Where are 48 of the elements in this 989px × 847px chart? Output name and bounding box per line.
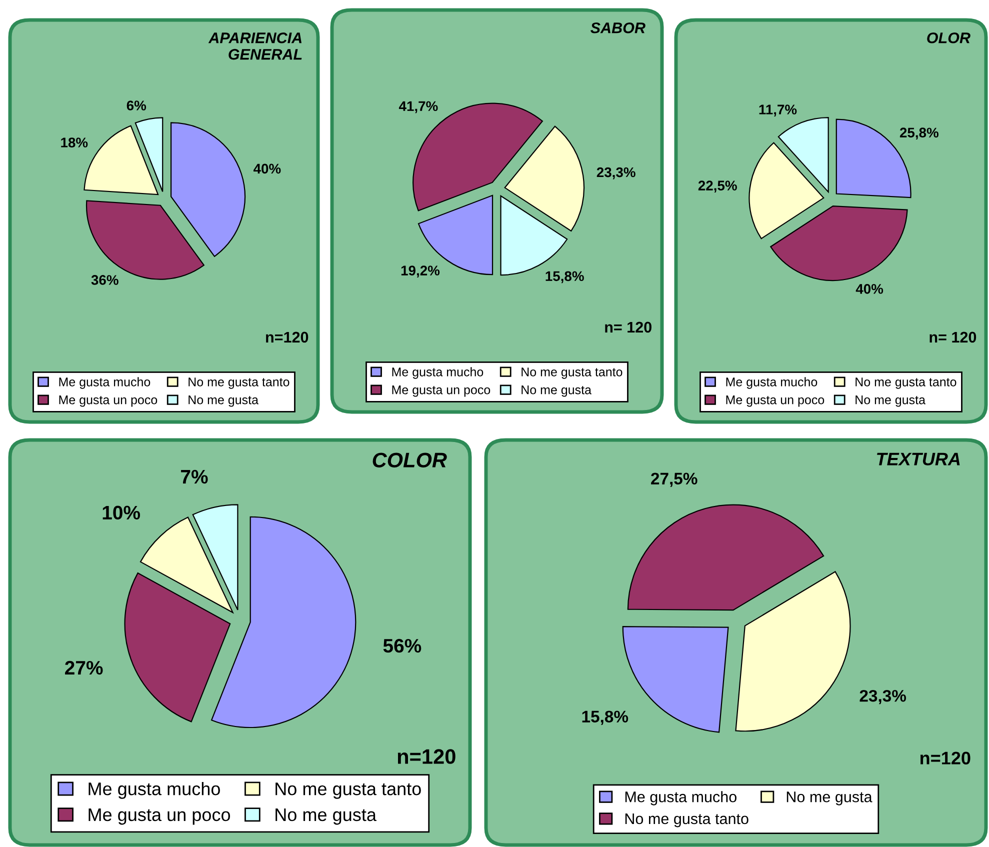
legend-label: No me gusta tanto — [188, 378, 290, 389]
data-label: 23,3% — [860, 690, 906, 704]
legend-label: Me gusta mucho — [726, 377, 818, 389]
data-label: 7% — [181, 470, 208, 484]
data-label: 19,2% — [401, 266, 440, 278]
legend-label: Me gusta un poco — [392, 386, 490, 397]
legend-label: Me gusta mucho — [88, 782, 220, 799]
data-label: 15,8% — [582, 710, 628, 725]
legend-label: Me gusta mucho — [59, 377, 150, 389]
data-label: 23,3% — [596, 167, 636, 180]
legend-label: Me gusta un poco — [726, 396, 824, 407]
legend-label: Me gusta un poco — [88, 808, 230, 825]
chart-title: SABOR — [590, 22, 646, 34]
text: n=120 — [920, 752, 970, 764]
data-label: 6% — [126, 100, 146, 110]
data-label: 40% — [253, 164, 281, 174]
legend-label: No me gusta — [276, 808, 376, 825]
data-label: 22,5% — [698, 180, 737, 192]
data-label: 27% — [65, 660, 103, 675]
legend-label: No me gusta tanto — [625, 814, 748, 828]
legend-label: No me gusta — [188, 396, 258, 407]
data-label: 25,8% — [900, 128, 938, 140]
legend-label: Me gusta mucho — [625, 791, 736, 806]
data-label: 36% — [91, 275, 118, 285]
legend-label: Me gusta mucho — [392, 367, 484, 379]
chart-title: TEXTURA — [877, 452, 960, 466]
legend-label: Me gusta un poco — [59, 396, 158, 407]
data-label: 41,7% — [398, 101, 438, 114]
data-label: 40% — [856, 284, 884, 294]
legend-label: No me gusta — [856, 396, 926, 407]
data-label: 27,5% — [651, 472, 698, 487]
legend-label: No me gusta — [786, 792, 872, 806]
text: n=120 — [398, 749, 456, 764]
chart-title: COLOR — [372, 452, 447, 468]
data-label: 18% — [61, 138, 88, 148]
chart-title: OLOR — [927, 32, 970, 44]
legend-label: No me gusta tanto — [856, 378, 956, 389]
text: n= 120 — [930, 332, 976, 343]
data-label: 56% — [383, 638, 422, 653]
legend-label: No me gusta — [522, 386, 592, 397]
data-label: 10% — [102, 506, 140, 520]
data-label: 11,7% — [759, 104, 797, 116]
data-label: 15,8% — [546, 271, 584, 284]
chart-title: APARIENCIA GENERAL — [208, 32, 302, 60]
text: n=120 — [266, 332, 308, 343]
legend-label: No me gusta tanto — [522, 368, 622, 379]
legend-label: No me gusta tanto — [276, 782, 421, 799]
text: n= 120 — [605, 322, 652, 333]
